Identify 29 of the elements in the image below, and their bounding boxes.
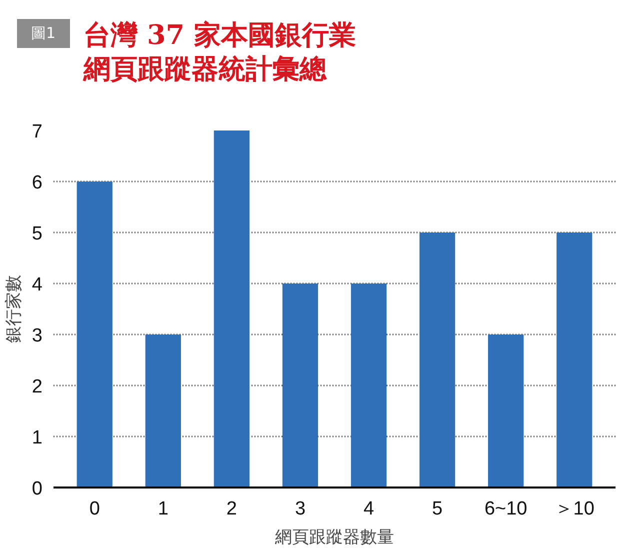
x-tick-label: 2 <box>226 498 237 520</box>
bar <box>350 284 387 488</box>
bar <box>419 232 456 488</box>
y-tick-label: 7 <box>32 122 43 142</box>
y-tick-label: 3 <box>32 326 43 346</box>
bar <box>76 182 112 488</box>
bar <box>145 334 181 488</box>
chart-title: 台灣 37 家本國銀行業 <box>84 20 356 51</box>
x-axis-title: 網頁跟蹤器數量 <box>274 528 394 548</box>
chart-subtitle: 網頁跟蹤器統計彙總 <box>84 54 327 85</box>
y-tick-label: 2 <box>32 376 43 398</box>
x-tick-label: ＞10 <box>554 498 594 520</box>
x-tick-label: 0 <box>89 498 100 520</box>
y-tick-label: 0 <box>32 478 43 500</box>
y-axis-title: 銀行家數 <box>4 275 24 343</box>
y-tick-label: 1 <box>32 428 43 448</box>
bar <box>556 232 592 488</box>
bar <box>214 130 250 488</box>
y-tick-label: 4 <box>32 274 43 296</box>
x-tick-label: 5 <box>432 498 443 520</box>
caption: 圖1 <box>17 19 70 48</box>
y-tick-label: 5 <box>32 224 43 244</box>
y-tick-label: 6 <box>32 172 43 194</box>
bar <box>488 334 524 488</box>
x-tick-label: 6~10 <box>484 498 528 520</box>
bar <box>282 284 318 488</box>
x-tick-label: 1 <box>158 498 168 520</box>
x-tick-label: 4 <box>363 498 374 520</box>
x-tick-label: 3 <box>294 498 306 520</box>
